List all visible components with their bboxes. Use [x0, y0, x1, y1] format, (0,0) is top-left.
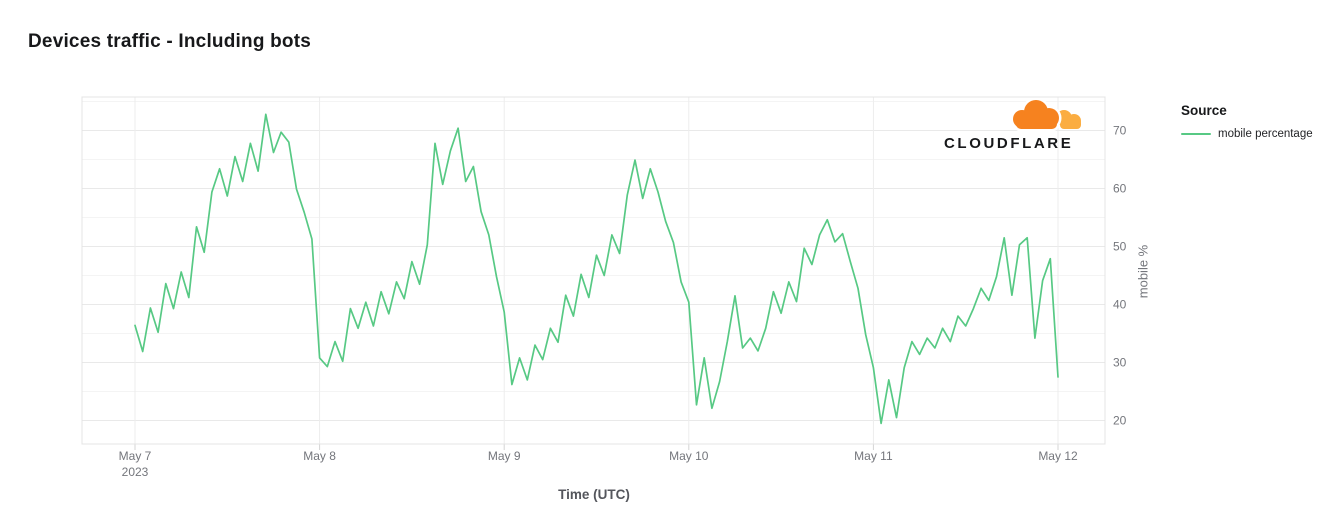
legend-item-mobile-percentage[interactable]: mobile percentage: [1181, 128, 1313, 140]
x-tick-label-May-9: May 9: [488, 449, 521, 463]
y-tick-label-40: 40: [1113, 298, 1127, 312]
y-tick-label-50: 50: [1113, 240, 1127, 254]
x-tick-label-May-11: May 11: [854, 449, 893, 463]
x-tick-label-May-8: May 8: [303, 449, 336, 463]
page-title: Devices traffic - Including bots: [28, 31, 312, 52]
y-tick-label-70: 70: [1113, 124, 1127, 138]
y-tick-label-60: 60: [1113, 182, 1127, 196]
cloud-main-shape: [1013, 100, 1059, 129]
plot-border: [81, 96, 1106, 445]
legend-line-swatch: [1181, 132, 1211, 136]
y-axis-title: mobile %: [1135, 244, 1151, 299]
chart-legend: Source mobile percentage: [1181, 103, 1313, 140]
x-tick-label-May-12: May 12: [1038, 449, 1078, 463]
x-tick-label-May-7: May 7: [119, 449, 152, 463]
cloudflare-logo-text: CLOUDFLARE: [944, 135, 1074, 152]
x-axis-title: Time (UTC): [558, 487, 630, 502]
x-tick-year-label: 2023: [122, 465, 149, 479]
y-tick-label-20: 20: [1113, 414, 1127, 428]
x-tick-label-May-10: May 10: [669, 449, 709, 463]
cloudflare-cloud-icon: [944, 97, 1086, 132]
cloudflare-logo: CLOUDFLARE: [944, 97, 1086, 152]
legend-title: Source: [1181, 103, 1227, 118]
y-tick-label-30: 30: [1113, 356, 1127, 370]
legend-item-label: mobile percentage: [1218, 128, 1313, 140]
series-line-mobile-percentage: [134, 113, 1059, 425]
